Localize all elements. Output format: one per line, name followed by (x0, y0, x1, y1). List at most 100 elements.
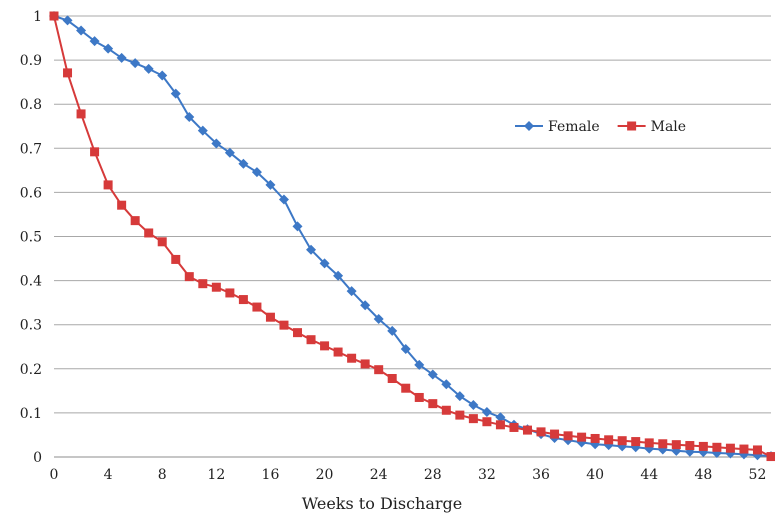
y-tick-label: 0.1 (20, 406, 42, 422)
data-point (184, 111, 195, 122)
x-tick-label: 28 (424, 467, 442, 483)
data-point (319, 258, 330, 269)
data-point (103, 180, 113, 190)
y-tick-label: 0.5 (20, 230, 42, 246)
data-point (454, 391, 465, 402)
data-point (157, 70, 168, 81)
x-tick-label: 48 (694, 467, 712, 483)
data-point (211, 138, 222, 149)
data-point (752, 445, 762, 455)
data-point (481, 407, 492, 418)
y-axis-ticks: 0 0.1 0.2 0.3 0.4 0.5 0.6 0.7 0.8 0.9 1 (20, 9, 42, 466)
data-point (617, 436, 627, 446)
data-point (130, 216, 140, 226)
data-point (346, 286, 357, 297)
data-point (658, 439, 668, 449)
data-point (428, 399, 438, 409)
data-point (251, 167, 262, 178)
y-tick-label: 0.3 (20, 318, 42, 334)
legend-marker (524, 121, 534, 131)
x-tick-label: 40 (586, 467, 604, 483)
data-point (292, 221, 303, 232)
data-point (184, 272, 194, 282)
data-point (631, 437, 641, 447)
data-point (400, 343, 411, 354)
data-point (373, 313, 384, 324)
data-point (536, 427, 546, 437)
data-point (441, 405, 451, 415)
data-point (278, 194, 289, 205)
data-point (197, 125, 208, 136)
data-point (712, 442, 722, 452)
data-point (671, 440, 681, 450)
data-point (414, 392, 424, 402)
data-point (279, 320, 289, 330)
y-tick-label: 1 (33, 9, 42, 25)
x-axis-title: Weeks to Discharge (302, 494, 463, 513)
x-tick-label: 0 (50, 467, 59, 483)
legend-item-male: Male (617, 119, 686, 135)
data-point (739, 444, 749, 454)
data-point (103, 43, 114, 54)
data-point (211, 282, 221, 292)
data-point (265, 312, 275, 322)
data-point (333, 270, 344, 281)
x-tick-label: 32 (478, 467, 496, 483)
data-point (441, 379, 452, 390)
data-point (76, 25, 87, 36)
data-point (550, 429, 560, 439)
x-tick-label: 8 (158, 467, 167, 483)
data-point (89, 36, 100, 47)
data-point (685, 441, 695, 451)
x-tick-label: 52 (749, 467, 767, 483)
data-point (76, 109, 86, 119)
data-point (414, 359, 425, 370)
legend: Female Male (515, 119, 686, 135)
data-point (698, 441, 708, 451)
data-point (495, 420, 505, 430)
series-male (49, 11, 775, 462)
data-point (293, 328, 303, 338)
x-tick-label: 16 (262, 467, 280, 483)
data-point (347, 353, 357, 363)
data-point (306, 244, 317, 255)
y-tick-label: 0.2 (20, 362, 42, 378)
data-point (225, 288, 235, 298)
data-point (401, 383, 411, 393)
data-point (144, 228, 154, 238)
legend-label: Male (651, 119, 686, 135)
data-point (360, 359, 370, 369)
data-point (360, 300, 371, 311)
data-point (577, 432, 587, 442)
data-point (63, 68, 73, 78)
data-point (143, 63, 154, 74)
data-point (116, 52, 127, 63)
data-point (725, 443, 735, 453)
legend-item-female: Female (515, 119, 600, 135)
data-point (455, 410, 465, 420)
data-point (306, 335, 316, 345)
data-point (198, 279, 208, 289)
data-point (468, 414, 478, 424)
data-point (170, 88, 181, 99)
data-point (387, 325, 398, 336)
data-point (265, 179, 276, 190)
data-point (468, 399, 479, 410)
y-tick-label: 0.6 (20, 185, 42, 201)
x-tick-label: 44 (640, 467, 658, 483)
data-point (238, 295, 248, 305)
x-tick-label: 24 (370, 467, 388, 483)
data-point (333, 347, 343, 357)
data-point (171, 254, 181, 264)
y-tick-label: 0.9 (20, 53, 42, 69)
data-point (766, 452, 775, 462)
data-point (117, 200, 127, 210)
data-point (427, 369, 438, 380)
data-point (320, 341, 330, 351)
data-point (522, 425, 532, 435)
data-point (590, 433, 600, 443)
data-point (238, 158, 249, 169)
data-point (604, 435, 614, 445)
series-layer (49, 11, 775, 462)
